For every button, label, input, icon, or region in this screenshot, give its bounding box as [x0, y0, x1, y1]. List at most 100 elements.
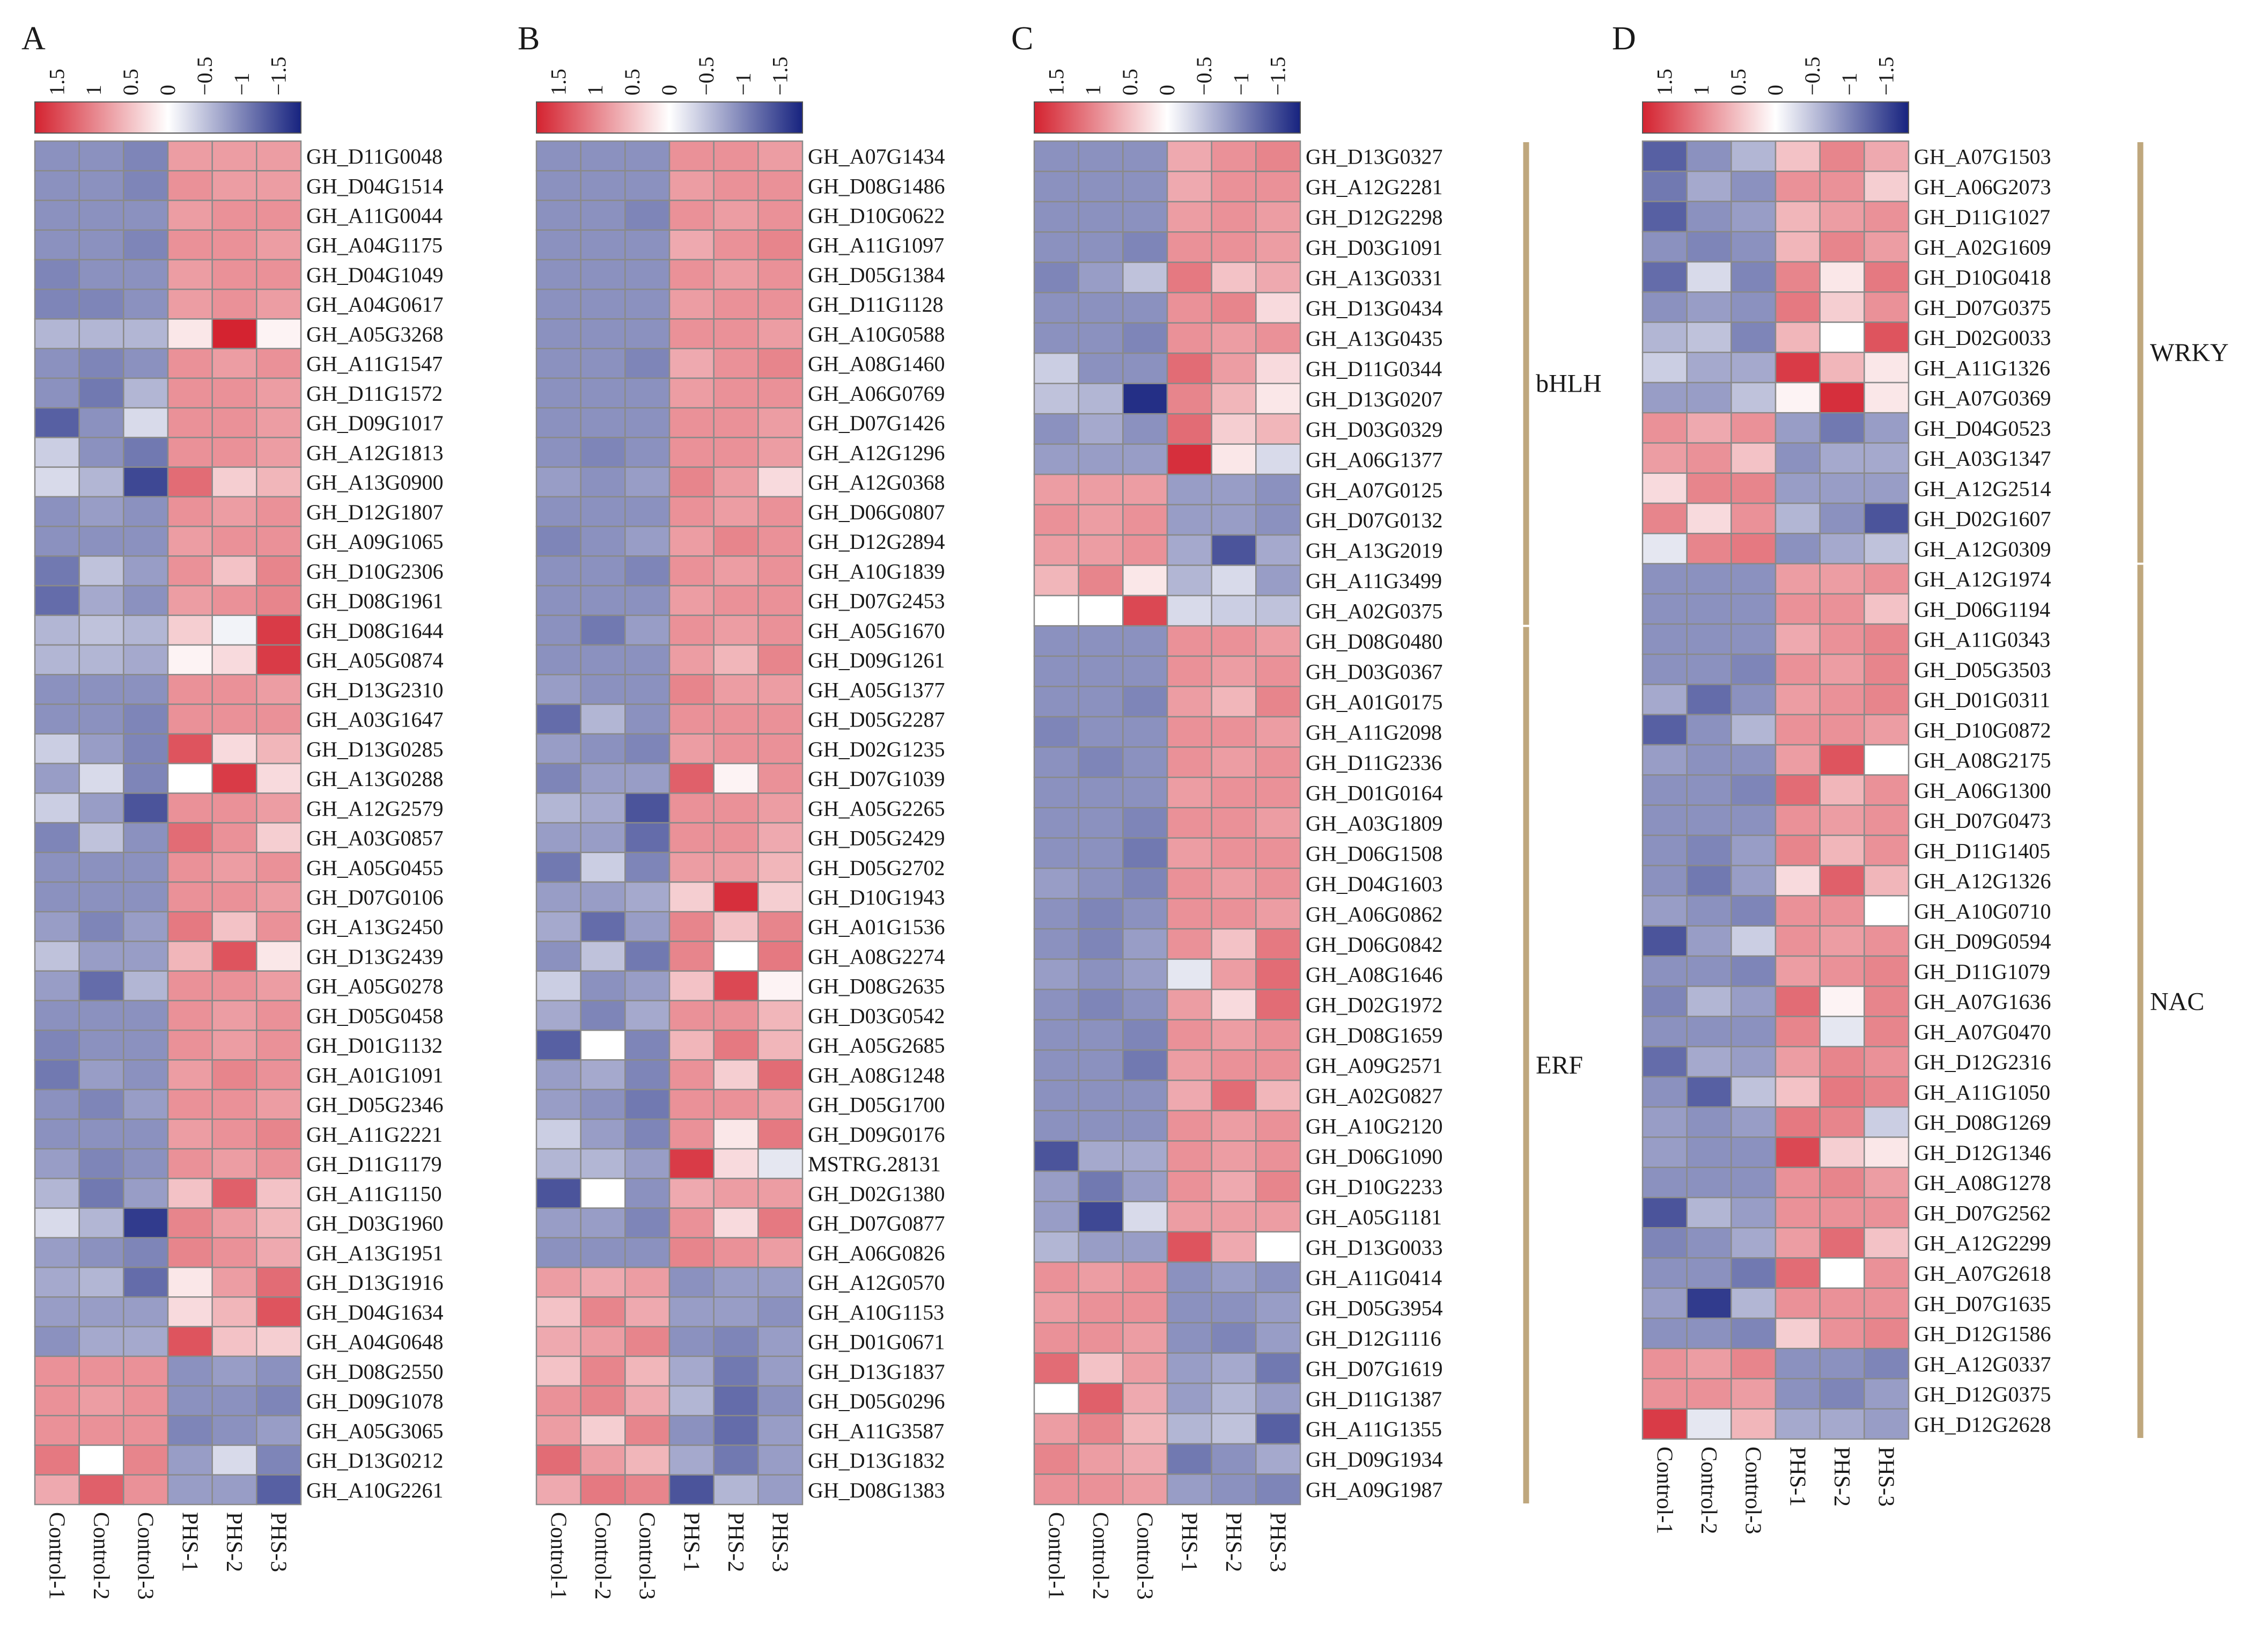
heatmap-cell — [668, 614, 715, 646]
color-scale-tick-label: −1.5 — [267, 56, 291, 96]
heatmap-cell — [1033, 261, 1079, 293]
heatmap-cell — [123, 1148, 169, 1179]
heatmap-cell — [624, 703, 671, 735]
heatmap-cell — [1774, 533, 1821, 564]
heatmap-cell — [757, 644, 804, 676]
gene-row-label: GH_A11G1050 — [1914, 1080, 2050, 1104]
gene-row-label: GH_A03G1347 — [1914, 446, 2051, 471]
heatmap-cell — [167, 1118, 213, 1150]
heatmap-cell — [1731, 171, 1777, 202]
heatmap-cell — [256, 377, 302, 409]
column-label: PHS-2 — [1829, 1447, 1854, 1507]
heatmap-cell — [757, 852, 804, 883]
heatmap-cell — [580, 348, 626, 379]
heatmap-cell — [535, 1326, 581, 1357]
heatmap-cell — [1774, 1317, 1821, 1349]
heatmap-cell — [1731, 502, 1777, 534]
heatmap-cell — [1864, 804, 1910, 836]
heatmap-cell — [1255, 171, 1301, 203]
heatmap-cell — [1731, 140, 1777, 172]
heatmap-cell — [1122, 716, 1168, 748]
heatmap-cell — [1686, 623, 1732, 655]
heatmap-cell — [1641, 623, 1688, 655]
heatmap-cell — [256, 200, 302, 231]
heatmap-cell — [1033, 837, 1079, 869]
heatmap-cell — [1078, 322, 1124, 354]
heatmap-cell — [1774, 925, 1821, 957]
heatmap-cell — [1166, 958, 1212, 990]
heatmap-cell — [1078, 1261, 1124, 1293]
heatmap-cell — [78, 1474, 124, 1506]
heatmap-cell — [78, 1266, 124, 1298]
heatmap-cell — [1641, 684, 1688, 716]
heatmap-cell — [256, 674, 302, 705]
column-label: PHS-3 — [1874, 1447, 1898, 1507]
heatmap-cell — [1731, 654, 1777, 685]
heatmap-cell — [1078, 776, 1124, 809]
heatmap-cell — [167, 733, 213, 765]
heatmap-cell — [123, 1474, 169, 1506]
gene-row-label: GH_D10G0622 — [808, 204, 945, 228]
color-scale-tick-label: 0 — [657, 85, 681, 96]
heatmap-cell — [713, 852, 759, 883]
heatmap-cell — [1864, 1197, 1910, 1229]
heatmap-cell — [1731, 985, 1777, 1017]
heatmap-cell — [78, 259, 124, 290]
heatmap-cell — [1641, 472, 1688, 504]
heatmap-cell — [1122, 1291, 1168, 1324]
heatmap-cell — [1731, 593, 1777, 625]
heatmap-cell — [1819, 563, 1865, 595]
heatmap-cell — [78, 674, 124, 705]
heatmap-cell — [668, 1444, 715, 1476]
heatmap-cell — [668, 911, 715, 942]
heatmap-cell — [757, 1296, 804, 1327]
heatmap-cell — [167, 288, 213, 320]
heatmap-cell — [1122, 201, 1168, 233]
heatmap-cell — [713, 644, 759, 676]
gene-row-label: GH_A04G0617 — [306, 292, 444, 317]
heatmap-cell — [211, 1296, 257, 1327]
heatmap-cell — [713, 288, 759, 320]
heatmap-cell — [580, 377, 626, 409]
gene-row-label: GH_D11G2336 — [1306, 751, 1442, 775]
heatmap-cell — [167, 1474, 213, 1506]
gene-row-label: GH_A11G3587 — [808, 1419, 944, 1443]
heatmap-cell — [1731, 684, 1777, 716]
heatmap-cell — [757, 733, 804, 765]
heatmap-cell — [713, 1148, 759, 1179]
gene-row-label: GH_D09G1078 — [306, 1389, 444, 1413]
heatmap-cell — [34, 318, 80, 349]
heatmap-cell — [713, 1089, 759, 1120]
heatmap-cell — [580, 1355, 626, 1387]
heatmap-cell — [1819, 472, 1865, 504]
heatmap-cell — [1864, 593, 1910, 625]
heatmap-cell — [1122, 534, 1168, 566]
heatmap-cell — [1641, 1408, 1688, 1440]
gene-row-label: GH_D01G0164 — [1306, 781, 1443, 805]
heatmap-cell — [757, 466, 804, 498]
heatmap-cell — [668, 1178, 715, 1209]
heatmap-cell — [1255, 261, 1301, 293]
heatmap-cell — [1122, 686, 1168, 718]
heatmap-cell — [1078, 928, 1124, 960]
heatmap-cell — [1641, 140, 1688, 172]
heatmap-cell — [211, 437, 257, 468]
heatmap-cell — [1122, 837, 1168, 869]
heatmap-cell — [1122, 1382, 1168, 1414]
heatmap-cell — [167, 1089, 213, 1120]
color-scale-tick-label: −0.5 — [694, 56, 718, 96]
heatmap-cell — [757, 762, 804, 794]
heatmap-cell — [211, 288, 257, 320]
heatmap-cell — [757, 200, 804, 231]
heatmap-cell — [256, 1207, 302, 1239]
heatmap-cell — [1078, 686, 1124, 718]
heatmap-cell — [1211, 473, 1257, 505]
heatmap-cell — [668, 259, 715, 290]
heatmap-cell — [1122, 1080, 1168, 1112]
heatmap-cell — [580, 555, 626, 586]
heatmap-cell — [1078, 504, 1124, 536]
heatmap-cell — [211, 1474, 257, 1506]
heatmap-cell — [1819, 834, 1865, 867]
gene-row-label: GH_D05G1384 — [808, 263, 945, 287]
color-scale-tick-label: −1.5 — [1266, 56, 1290, 96]
